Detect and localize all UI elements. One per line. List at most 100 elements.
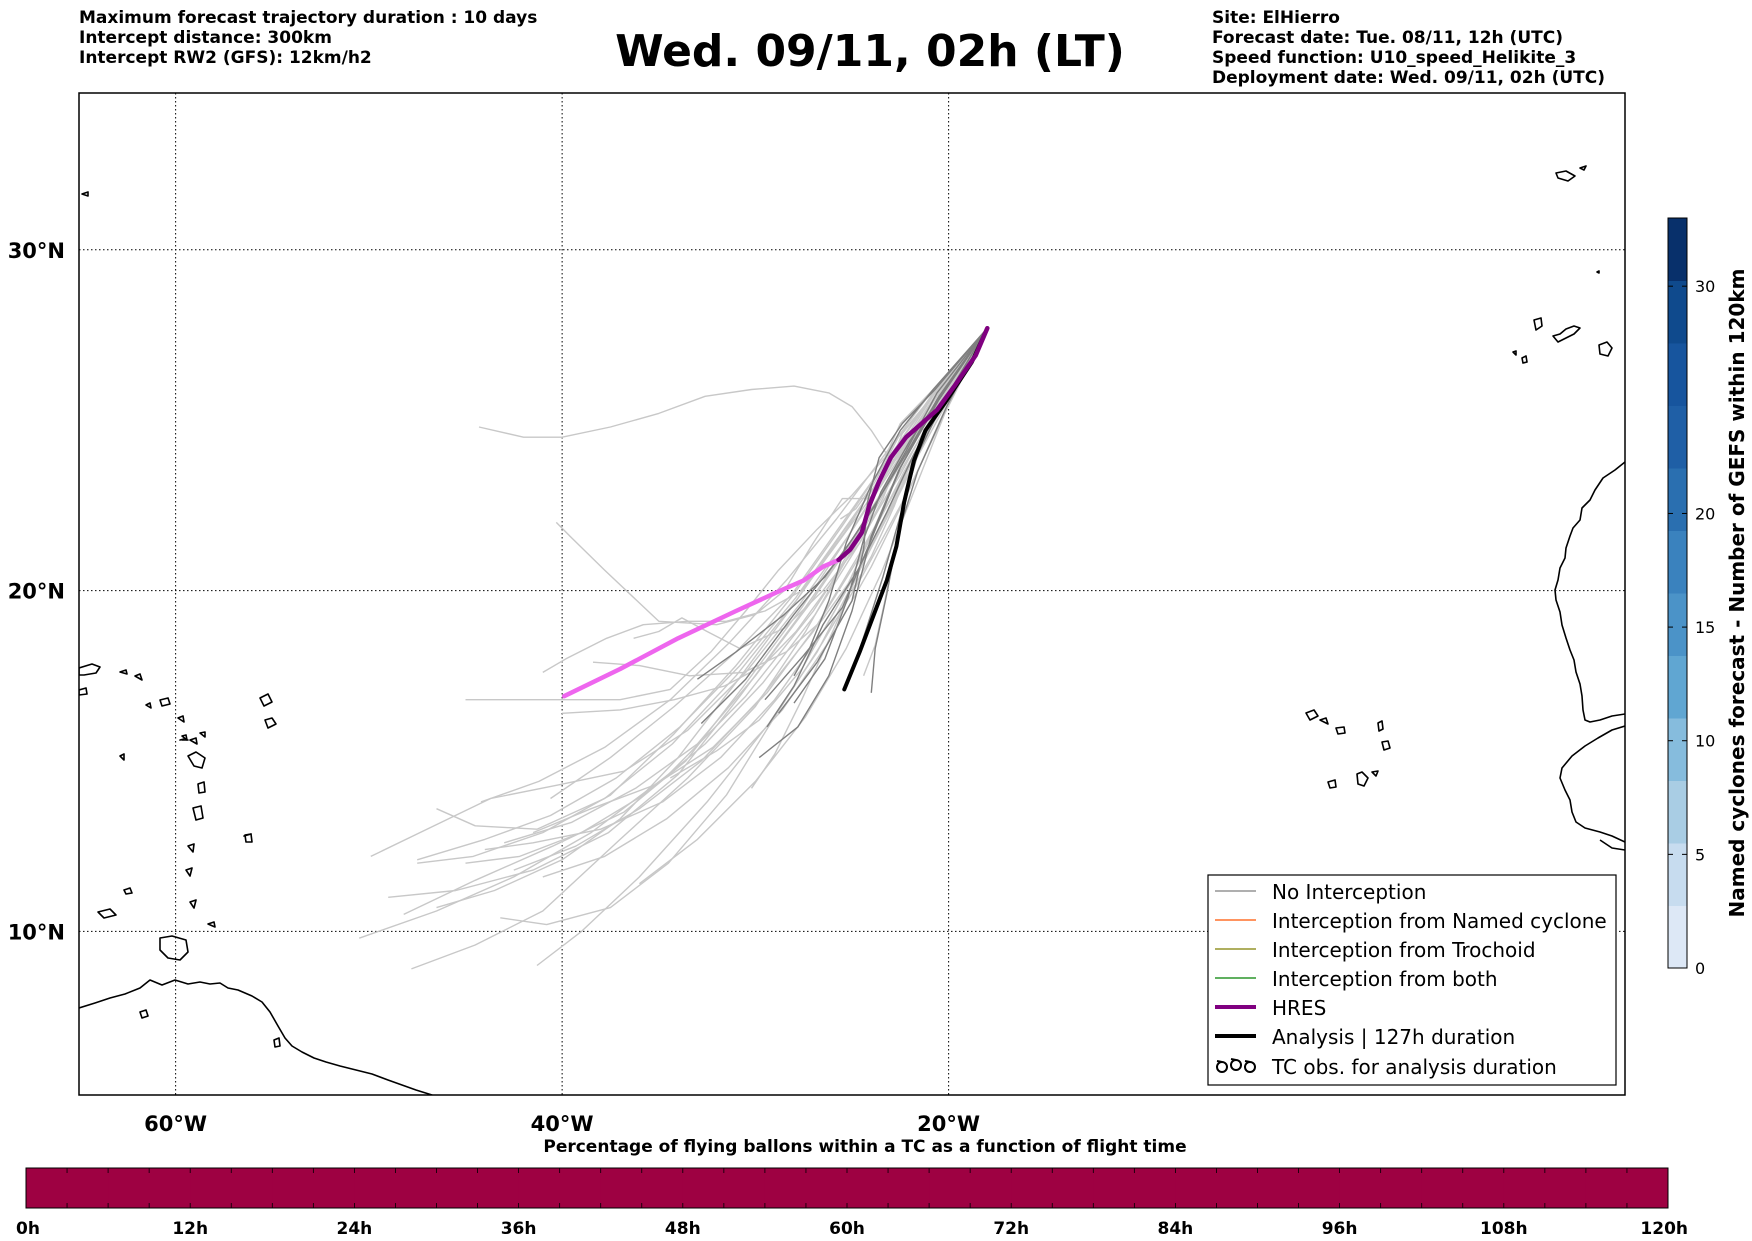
colorbar-label: Named cyclones forecast - Number of GEFS… [1725,269,1749,918]
trajectory-line-member [478,327,988,462]
lat-tick-label: 20°N [8,580,65,604]
hres-trajectory [836,325,990,563]
island-stvincent [185,867,193,877]
island-martinique [192,805,204,821]
colorbar-cell [1668,780,1687,844]
hres-trajectory-outer [561,557,841,699]
legend-label-both: Interception from both [1272,967,1498,991]
flight-bar-cell [764,1168,848,1208]
island-grenada [189,899,197,909]
island-capeverde-4 [1377,720,1384,732]
flight-bar-cell [108,1168,191,1208]
flight-bar-tick-label: 96h [1322,1219,1358,1239]
colorbar-cell [1668,718,1687,781]
trajectory-line-member [851,327,988,591]
colorbar-cell [1668,218,1687,281]
flight-time-bar: Percentage of flying ballons within a TC… [16,1137,1688,1239]
legend-entry-both: Interception from both [1215,967,1498,991]
legend-label-named-cyclone: Interception from Named cyclone [1272,909,1607,933]
trajectory-line-member [638,327,988,885]
legend-label-no-interception: No Interception [1272,880,1426,904]
flight-bar-tick-label: 0h [16,1219,40,1239]
flight-bar-tick-label: 12h [172,1219,208,1239]
flight-bar-tick-label: 120h [1640,1219,1688,1239]
colorbar-tick-label: 30 [1695,277,1715,296]
island-montserrat [177,715,185,723]
trajectory-line-no-interception [793,327,988,704]
trajectories-highlight [561,325,990,699]
flight-bar-cell [26,1168,109,1208]
map-legend: No Interception Interception from Named … [1207,874,1617,1086]
trajectory-line-no-interception [758,327,988,759]
colorbar-cell [1668,530,1687,594]
lon-tick-label: 60°W [144,1112,207,1136]
island-selvagens [1596,270,1600,274]
coastline-africa-gambia [1599,839,1625,851]
flight-bar-tick-label: 48h [665,1219,701,1239]
flight-bar-cell [847,1168,930,1208]
island-abc-2 [81,191,89,197]
forecast-date-text: Forecast date: Tue. 08/11, 12h (UTC) [1212,28,1563,48]
trajectory-line-no-interception [778,327,988,714]
island-capeverde-1 [1305,709,1319,721]
map-axis-labels: 10°N 20°N 30°N 60°W 40°W 20°W [8,239,980,1136]
cyclone-colorbar: 0 5 10 15 20 30 Named cyclones forecast - Num… [1667,217,1749,978]
island-islets-b [259,693,273,707]
island-antigua [189,737,198,745]
island-virgin-1 [159,697,171,707]
tc-symbol-icon [1216,1058,1256,1073]
flight-bar-tick-label: 24h [337,1219,373,1239]
coastline-south-america [79,979,434,1095]
island-canary-5 [1512,350,1517,356]
island-capeverde-3 [1335,726,1346,735]
island-aves [273,1037,281,1048]
colorbar-cell [1668,343,1687,406]
island-islets-d [119,753,125,761]
flight-bar-cell [1257,1168,1341,1208]
legend-box [1207,874,1617,1086]
lat-tick-label: 30°N [8,239,65,263]
colorbar-frame [1667,217,1688,969]
legend-entry-no-interception: No Interception [1215,880,1426,904]
trajectory-line-member [555,327,988,626]
coastlines [79,165,1625,1095]
trajectory-line-member [633,327,988,650]
legend-label-tc-obs: TC obs. for analysis duration [1271,1055,1557,1079]
intercept-rw2-text: Intercept RW2 (GFS): 12km/h2 [79,48,372,68]
colorbar-cell [1668,905,1687,969]
colorbar-cell [1668,843,1687,906]
flight-bar-cell [1585,1168,1669,1208]
page-title: Wed. 09/11, 02h (LT) [615,26,1125,77]
legend-entry-hres: HRES [1215,996,1326,1020]
deployment-date-text: Deployment date: Wed. 09/11, 02h (UTC) [1212,68,1606,88]
legend-entry-named-cyclone: Interception from Named cyclone [1215,909,1607,933]
colorbar-cell [1668,280,1687,344]
island-bermuda [139,1009,149,1019]
island-capeverde-5 [1381,740,1391,751]
colorbar-tick-label: 15 [1695,618,1715,637]
lat-tick-label: 10°N [8,920,65,944]
island-cuadrado [134,673,143,681]
island-capeverde-6 [1356,771,1369,787]
flight-bar-cell [1093,1168,1176,1208]
colorbar-cell [1668,468,1687,531]
flight-bar-cell [682,1168,766,1208]
legend-entry-trochoid: Interception from Trochoid [1215,938,1536,962]
trajectory-line-member [370,327,988,858]
flight-bar-cell [1503,1168,1587,1208]
island-guadeloupe [187,751,206,769]
island-capeverde-8 [1327,779,1337,789]
island-madeira [1555,170,1576,182]
lon-tick-label: 20°W [917,1112,980,1136]
flight-bar-cell [518,1168,602,1208]
flight-bar-ticks: 0h 12h 24h 36h 48h 60h 72h 84h 96h 108h 120h [16,1168,1688,1239]
flight-bar-cell [190,1168,273,1208]
legend-entry-analysis: Analysis | 127h duration [1215,1025,1515,1049]
flight-bar-cell [1339,1168,1423,1208]
flight-bar-tick-label: 36h [501,1219,537,1239]
island-canary-1 [1533,317,1543,331]
trajectory-line-member [542,327,988,674]
flight-bar-cell [1421,1168,1505,1208]
island-trinidad [159,935,189,961]
